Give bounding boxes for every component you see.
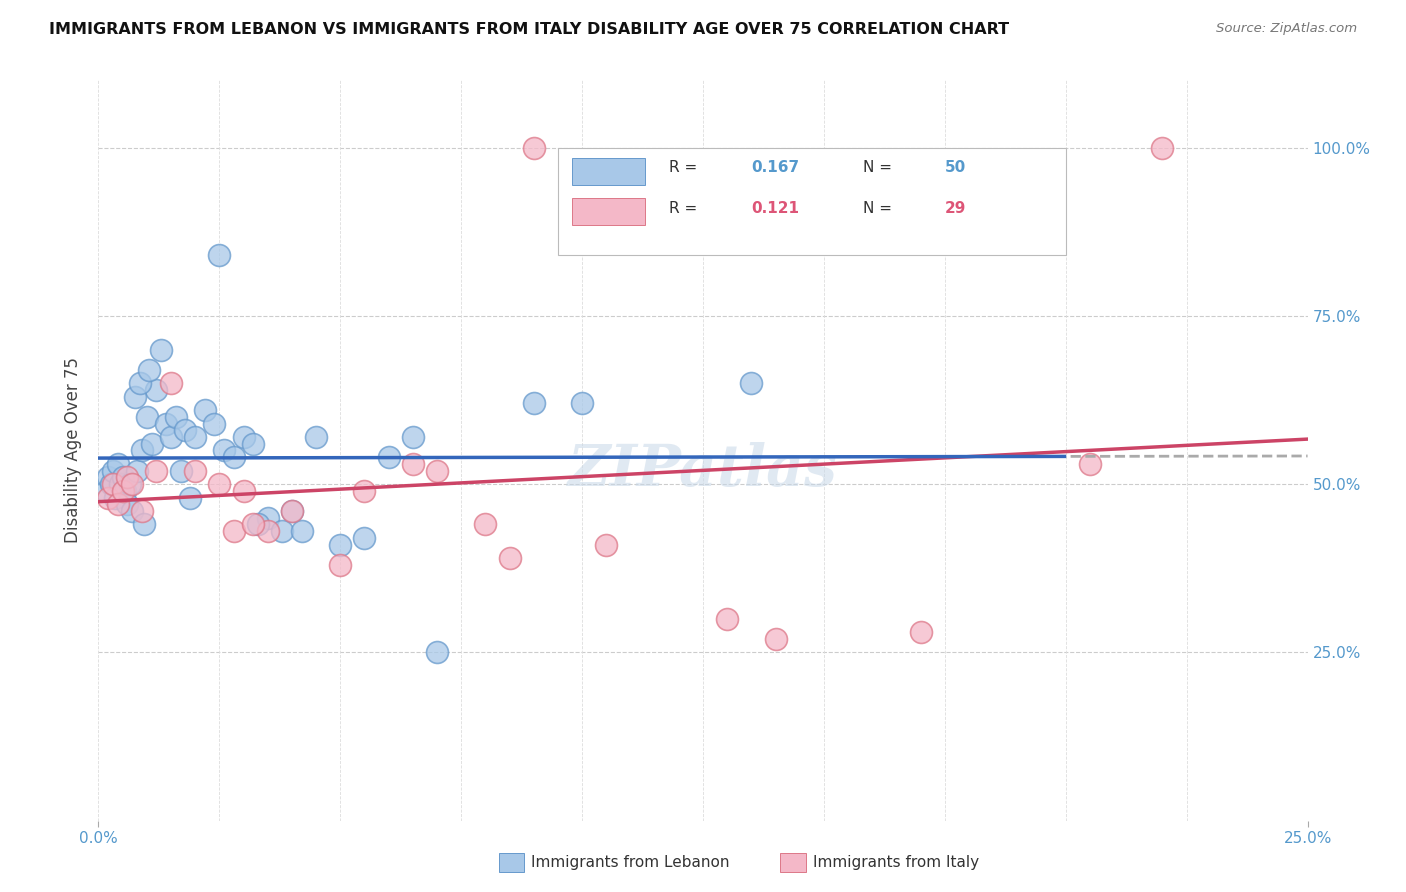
- Point: [107, 457, 129, 471]
- Point: [474, 517, 496, 532]
- Text: R =: R =: [669, 201, 702, 216]
- Point: [402, 430, 425, 444]
- Point: [498, 551, 520, 566]
- Point: [145, 464, 167, 478]
- Text: Immigrants from Lebanon: Immigrants from Lebanon: [531, 855, 730, 870]
- Point: [101, 477, 124, 491]
- Text: Immigrants from Italy: Immigrants from Italy: [813, 855, 979, 870]
- Point: [134, 517, 156, 532]
- Bar: [572, 158, 645, 185]
- Point: [242, 436, 264, 450]
- Text: □: □: [506, 854, 524, 873]
- Point: [121, 504, 143, 518]
- Point: [222, 450, 245, 465]
- Point: [117, 497, 139, 511]
- Text: Source: ZipAtlas.com: Source: ZipAtlas.com: [1216, 22, 1357, 36]
- Point: [141, 436, 163, 450]
- Point: [377, 450, 399, 465]
- Point: [108, 477, 131, 491]
- Point: [104, 491, 127, 505]
- Point: [150, 343, 173, 357]
- Point: [184, 430, 207, 444]
- Point: [232, 430, 254, 444]
- Point: [179, 491, 201, 505]
- Point: [271, 524, 294, 539]
- Point: [100, 477, 122, 491]
- Point: [101, 464, 124, 478]
- Bar: [572, 198, 645, 225]
- Point: [184, 464, 207, 478]
- Point: [716, 612, 738, 626]
- Point: [118, 477, 141, 491]
- Text: R =: R =: [669, 161, 702, 175]
- Point: [194, 403, 217, 417]
- Point: [353, 483, 375, 498]
- Point: [247, 517, 270, 532]
- Point: [169, 464, 191, 478]
- Point: [121, 477, 143, 491]
- Point: [97, 491, 120, 505]
- Point: [595, 538, 617, 552]
- Point: [222, 524, 245, 539]
- Text: 29: 29: [945, 201, 966, 216]
- Point: [402, 457, 425, 471]
- Point: [165, 409, 187, 424]
- Text: 50: 50: [945, 161, 966, 175]
- Point: [281, 504, 304, 518]
- Point: [353, 531, 375, 545]
- Text: N =: N =: [863, 201, 897, 216]
- Point: [155, 417, 177, 431]
- Point: [160, 430, 183, 444]
- Point: [523, 140, 546, 154]
- Bar: [558, 147, 1066, 255]
- Point: [94, 483, 117, 498]
- Text: IMMIGRANTS FROM LEBANON VS IMMIGRANTS FROM ITALY DISABILITY AGE OVER 75 CORRELAT: IMMIGRANTS FROM LEBANON VS IMMIGRANTS FR…: [49, 22, 1010, 37]
- Point: [910, 625, 932, 640]
- Point: [131, 504, 153, 518]
- Point: [290, 524, 312, 539]
- Point: [426, 464, 449, 478]
- Point: [329, 538, 352, 552]
- Point: [111, 470, 134, 484]
- Point: [765, 632, 787, 646]
- Point: [1152, 140, 1174, 154]
- Point: [138, 362, 160, 376]
- Point: [97, 470, 120, 484]
- Point: [256, 510, 278, 524]
- Point: [107, 497, 129, 511]
- Point: [571, 396, 593, 410]
- Point: [160, 376, 183, 391]
- Text: ZIPatlas: ZIPatlas: [568, 442, 838, 499]
- Point: [174, 423, 197, 437]
- Point: [208, 248, 231, 262]
- Point: [329, 558, 352, 572]
- Text: 0.167: 0.167: [751, 161, 800, 175]
- Point: [145, 383, 167, 397]
- Point: [208, 477, 231, 491]
- Point: [1078, 457, 1101, 471]
- Y-axis label: Disability Age Over 75: Disability Age Over 75: [65, 358, 83, 543]
- Point: [256, 524, 278, 539]
- Point: [305, 430, 328, 444]
- Point: [117, 470, 139, 484]
- Point: [523, 396, 546, 410]
- Point: [114, 483, 136, 498]
- Point: [212, 443, 235, 458]
- Point: [128, 376, 150, 391]
- Point: [111, 483, 134, 498]
- Point: [242, 517, 264, 532]
- Point: [204, 417, 226, 431]
- Point: [281, 504, 304, 518]
- Point: [124, 390, 146, 404]
- Point: [232, 483, 254, 498]
- Point: [127, 464, 149, 478]
- Point: [131, 443, 153, 458]
- Point: [135, 409, 157, 424]
- Point: [740, 376, 762, 391]
- Point: [426, 645, 449, 659]
- Text: 0.121: 0.121: [751, 201, 800, 216]
- Text: N =: N =: [863, 161, 897, 175]
